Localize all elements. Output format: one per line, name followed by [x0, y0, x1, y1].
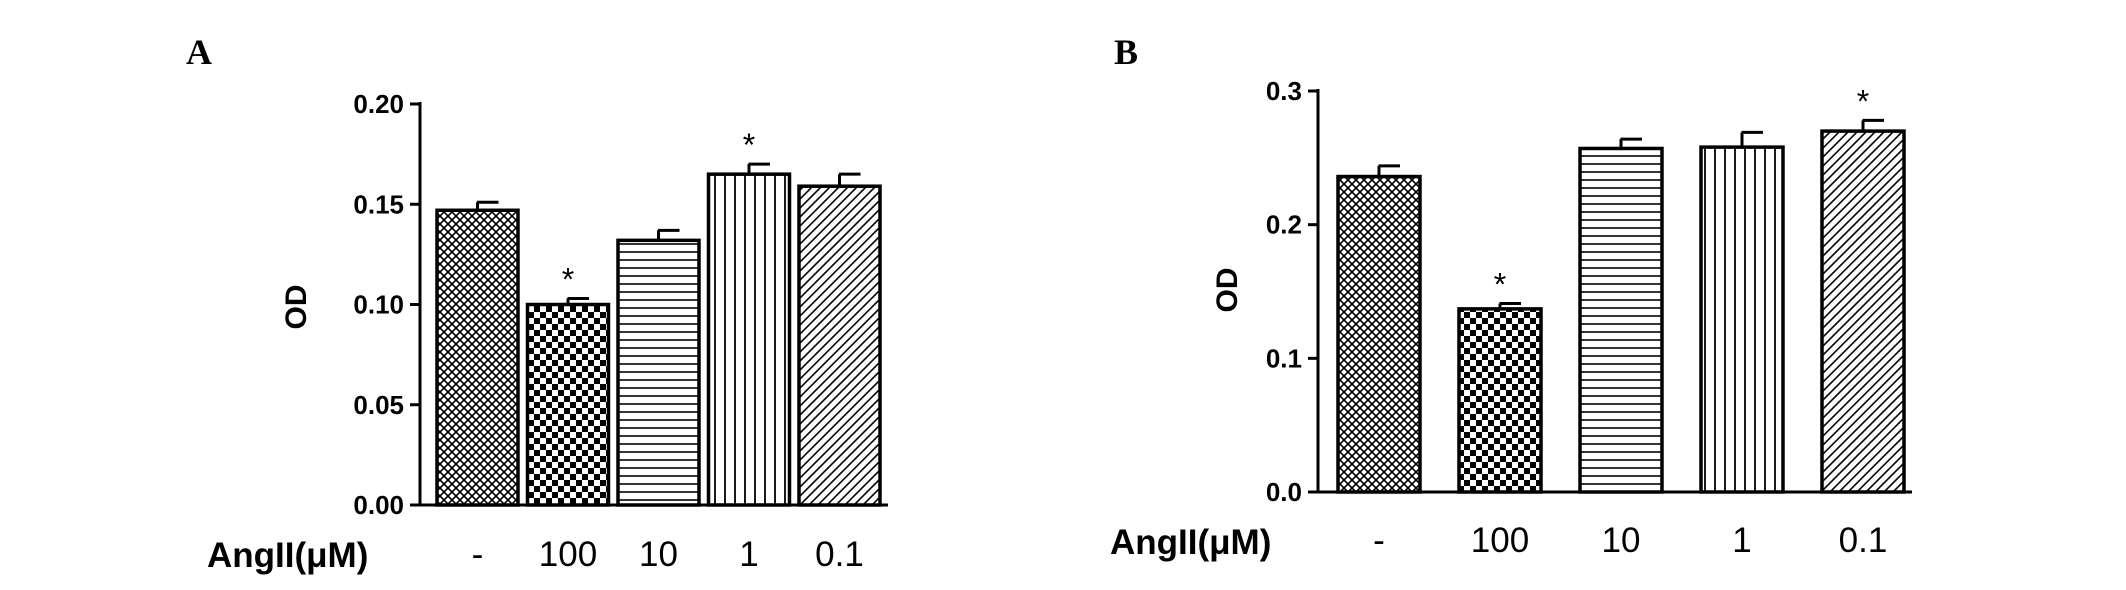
panel-a-bar: [616, 238, 701, 507]
panel-b-significance-marker: *: [1494, 267, 1506, 303]
panel-b-bar: [1820, 129, 1906, 494]
panel-b-y-tick-label: 0.1: [1266, 343, 1302, 373]
panel-a-bar: [706, 172, 792, 507]
panel-a-category-label: 10: [639, 535, 678, 574]
panel-a-category-label: 1: [739, 535, 758, 574]
panel-b-bar: [1699, 145, 1785, 494]
panel-b-y-tick-label: 0.3: [1266, 76, 1302, 106]
panel-b-x-axis-label: AngII(μM): [1110, 523, 1271, 562]
panel-a-category-label: -: [472, 535, 484, 574]
panel-a-y-tick-label: 0.15: [353, 189, 404, 219]
panel-a-y-tick-label: 0.05: [353, 390, 404, 420]
panel-b-category-label: -: [1373, 521, 1385, 560]
panel-b-bar: [1336, 174, 1422, 494]
panel-a-bar: [435, 208, 520, 507]
panel-a: A OD AngII(μM) 0.000.050.100.150.20-*100…: [186, 32, 888, 575]
panel-b-category-label: 100: [1471, 521, 1529, 560]
panel-b-category-label: 10: [1602, 521, 1641, 560]
panel-a-category-label: 0.1: [815, 535, 864, 574]
panel-b-y-tick-label: 0.0: [1266, 477, 1302, 507]
panel-b: B OD AngII(μM) 0.0 0.1 0.2 0.3 - * 100 10 1 * 0.1: [1110, 32, 1912, 562]
panel-a-bar: [797, 184, 882, 507]
panel-a-bar: [525, 302, 611, 507]
panel-b-y-tick-label: 0.2: [1266, 210, 1302, 240]
panel-b-letter: B: [1114, 32, 1138, 72]
panel-a-significance-marker: *: [743, 127, 755, 163]
panel-b-y-axis-label: OD: [1211, 268, 1244, 313]
panel-a-letter: A: [186, 32, 212, 72]
panel-a-plot-area: 0.00 0.05 0.10 0.15 0.20 - * 100 10 * 1 0.1: [353, 89, 888, 574]
panel-b-category-label: 0.1: [1839, 521, 1888, 560]
panel-b-bar: [1578, 146, 1664, 494]
panel-b-category-label: 1: [1732, 521, 1751, 560]
panel-a-y-tick-label: 0.00: [353, 490, 404, 520]
panel-b-significance-marker: *: [1857, 83, 1869, 119]
panel-a-y-tick-label: 0.10: [353, 290, 404, 320]
panel-a-y-axis-label: OD: [280, 285, 313, 330]
panel-a-significance-marker: *: [562, 261, 574, 297]
panel-a-y-tick-label: 0.20: [353, 89, 404, 119]
panel-b-bar: [1457, 307, 1543, 494]
panel-a-category-label: 100: [539, 535, 597, 574]
panel-b-plot-area: 0.0 0.1 0.2 0.3 - * 100 10 1 * 0.1: [1266, 76, 1912, 560]
panel-a-x-axis-label: AngII(μM): [207, 536, 368, 575]
